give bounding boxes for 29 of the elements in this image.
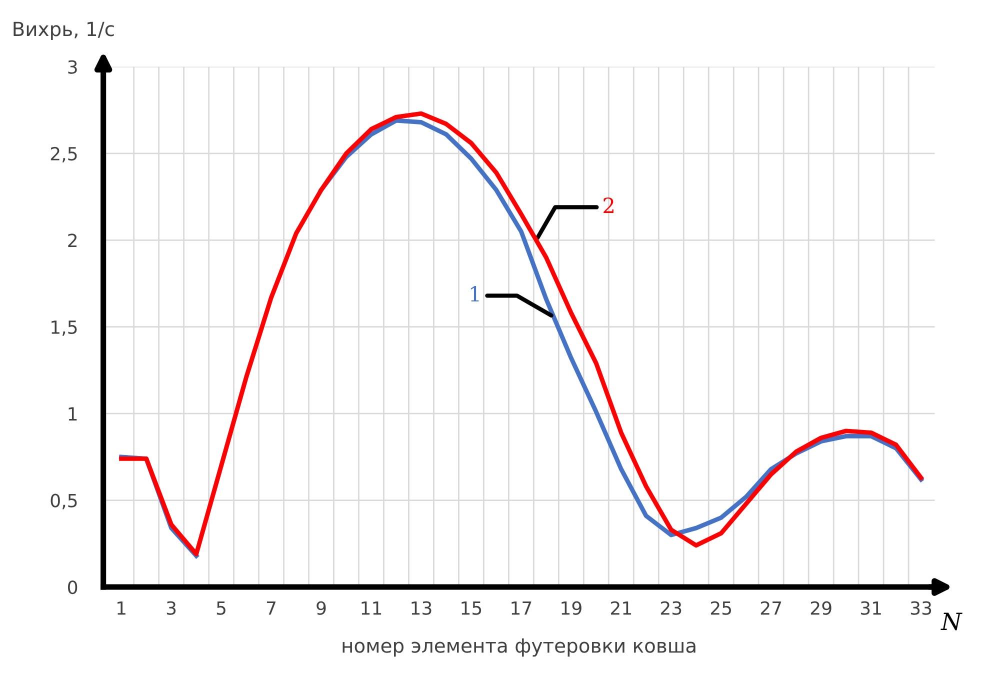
y-tick-label: 1,5 — [52, 320, 77, 336]
x-tick-label: 11 — [362, 601, 382, 615]
x-tick-label: 21 — [610, 601, 631, 615]
y-tick-label: 3 — [68, 60, 77, 74]
y-axis-title: Вихрь, 1/с — [14, 22, 114, 40]
x-axis-title: номер элемента футеровки ковша — [342, 638, 696, 657]
x-tick-label: 9 — [316, 601, 326, 615]
y-tick-label: 0 — [68, 580, 78, 594]
y-tick-label: 0,5 — [50, 494, 77, 510]
x-tick-label: 7 — [267, 601, 276, 615]
x-tick-label: 5 — [216, 601, 226, 615]
text: N — [940, 612, 962, 630]
y-tick-label: 2 — [68, 234, 77, 248]
text: 1 — [470, 286, 479, 302]
x-tick-label: 15 — [462, 601, 482, 615]
x-tick-label: 23 — [660, 601, 682, 615]
x-tick-label: 13 — [412, 601, 432, 615]
x-tick-label: 19 — [562, 601, 582, 615]
y-tick-label: 1 — [68, 407, 77, 420]
x-tick-label: 33 — [910, 601, 932, 615]
y-tick-label: 2,5 — [50, 146, 77, 162]
x-tick-label: 29 — [810, 601, 832, 615]
x-tick-label: 31 — [860, 601, 881, 615]
x-tick-label: 3 — [166, 601, 176, 615]
x-tick-label: 1 — [118, 601, 126, 615]
text: 2 — [604, 198, 614, 213]
x-tick-label: 27 — [760, 601, 782, 615]
x-tick-label: 25 — [710, 601, 732, 615]
x-tick-label: 17 — [512, 601, 532, 615]
